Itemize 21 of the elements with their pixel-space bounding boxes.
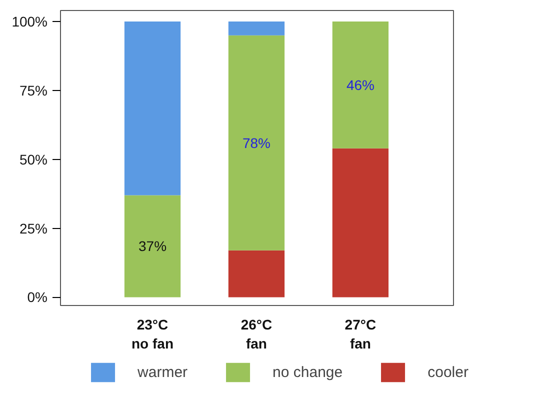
y-tick-label: 0% <box>27 289 48 306</box>
bar <box>228 22 285 36</box>
legend-label: no change <box>272 364 343 380</box>
x-tick-label: 26°C fan <box>240 316 272 352</box>
y-tick-label: 50% <box>19 151 48 168</box>
y-tick-label: 75% <box>19 82 48 98</box>
legend-label: cooler <box>428 364 468 380</box>
data-label: 37% <box>138 238 167 254</box>
bar <box>124 22 181 196</box>
bar <box>332 148 389 298</box>
data-label: 46% <box>346 76 374 93</box>
y-tick-label: 100% <box>12 14 48 30</box>
y-tick-label: 25% <box>19 220 48 236</box>
bar <box>228 250 285 298</box>
data-label: 78% <box>242 134 270 151</box>
x-tick-label: 23°C no fan <box>132 316 174 352</box>
bar <box>332 22 389 148</box>
x-tick-label: 27°C fan <box>344 316 376 352</box>
bar <box>124 195 181 298</box>
legend-label: warmer <box>138 364 188 380</box>
bar <box>228 35 285 250</box>
